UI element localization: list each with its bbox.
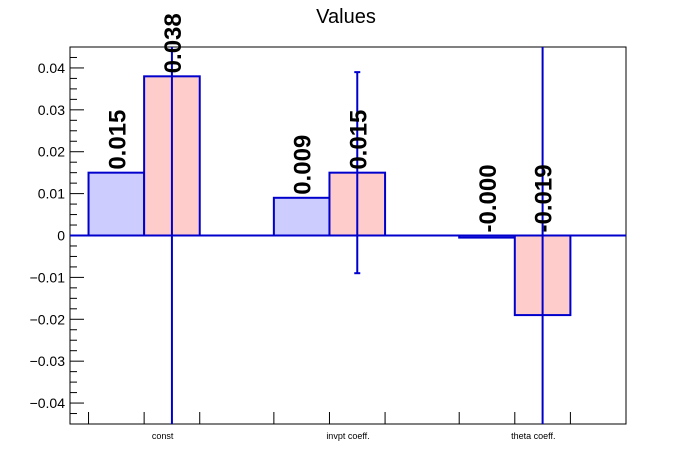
x-tick-label: const bbox=[152, 431, 174, 441]
y-tick-label: −0.03 bbox=[30, 353, 66, 369]
y-tick-label: −0.04 bbox=[30, 395, 66, 411]
x-tick-label: invpt coeff. bbox=[326, 431, 369, 441]
y-tick-label: 0.01 bbox=[38, 186, 65, 202]
y-tick-label: 0.02 bbox=[38, 144, 65, 160]
x-axis: const invpt coeff. theta coeff. bbox=[88, 412, 571, 441]
bar-value-label: 0.009 bbox=[290, 135, 317, 195]
bar-value-label: -0.000 bbox=[475, 164, 502, 232]
bar bbox=[272, 196, 331, 237]
y-tick-label: −0.01 bbox=[30, 269, 66, 285]
bar-value-label: 0.015 bbox=[345, 110, 372, 170]
y-tick-label: 0.03 bbox=[38, 102, 65, 118]
y-tick-label: 0 bbox=[57, 228, 65, 244]
y-axis: 0.04 0.03 0.02 0.01 0 −0.01 −0.02 −0.03 −0.04 bbox=[30, 46, 84, 425]
chart-title: Values bbox=[316, 6, 376, 28]
y-tick-label: −0.02 bbox=[30, 311, 66, 327]
bar bbox=[87, 171, 146, 237]
value-labels-group: 0.015 0.009 -0.000 0.038 0.015 -0.019 bbox=[104, 13, 557, 232]
bar-value-label: 0.015 bbox=[104, 110, 131, 170]
bar-value-label: 0.038 bbox=[160, 13, 187, 73]
x-tick-label: theta coeff. bbox=[511, 431, 555, 441]
y-tick-label: 0.04 bbox=[38, 60, 65, 76]
bar-value-label: -0.019 bbox=[531, 164, 558, 232]
